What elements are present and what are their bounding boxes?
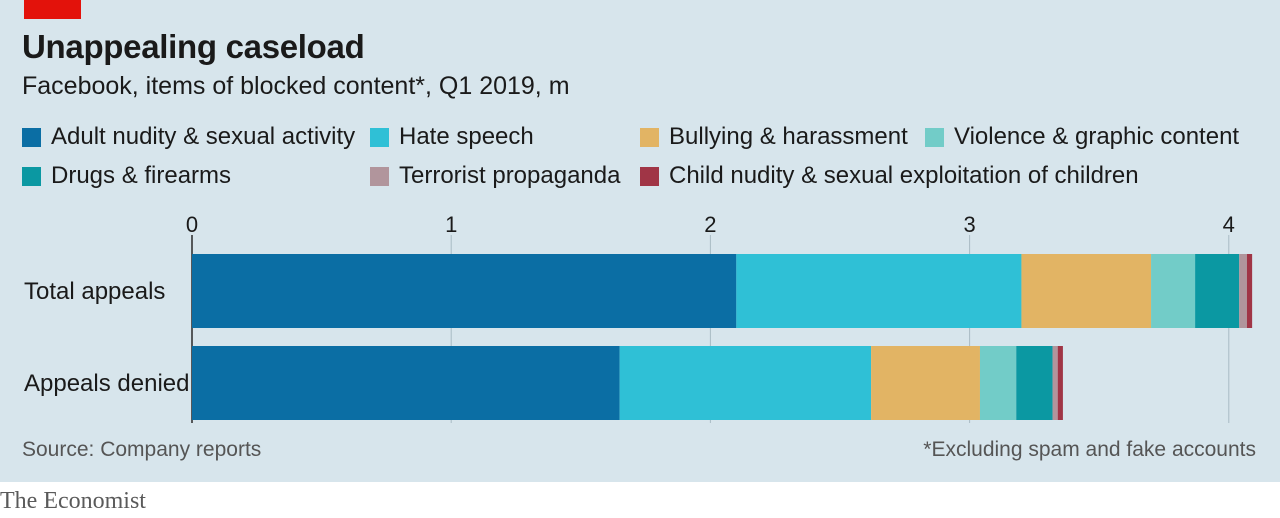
legend-label: Violence & graphic content [954, 123, 1240, 150]
bar-segment [1016, 346, 1053, 420]
legend-label: Drugs & firearms [51, 162, 232, 189]
bar-segment [1021, 254, 1152, 328]
footnote: *Excluding spam and fake accounts [923, 438, 1256, 461]
publisher-logo: The Economist [0, 488, 146, 514]
bar-segment [1239, 254, 1247, 328]
legend-label: Terrorist propaganda [399, 162, 621, 189]
category-label: Appeals denied [24, 370, 189, 397]
legend-swatch [22, 127, 41, 147]
legend-label: Child nudity & sexual exploitation of ch… [669, 162, 1139, 189]
source-note: Source: Company reports [22, 438, 262, 461]
category-label: Total appeals [24, 278, 165, 305]
bar-segment [192, 254, 737, 328]
legend-label: Adult nudity & sexual activity [51, 123, 356, 150]
legend-swatch [370, 127, 389, 147]
legend-item-adult-nudity: Adult nudity & sexual activity [22, 123, 355, 151]
x-tick-label: 3 [963, 212, 975, 237]
legend-label: Bullying & harassment [669, 123, 908, 150]
bar-segment [979, 346, 1017, 420]
stacked-bar-chart: 0 1 2 3 4 Total appeals Appeals denied [24, 212, 1253, 423]
brand-accent-bar [24, 0, 81, 19]
bar-segment [1246, 254, 1253, 328]
bar-segment [736, 254, 1022, 328]
legend-item-child-nudity: Child nudity & sexual exploitation of ch… [640, 162, 1139, 190]
bar-segment [1057, 346, 1063, 420]
bar-segment [619, 346, 872, 420]
legend-item-bullying: Bullying & harassment [640, 123, 908, 151]
x-tick-label: 4 [1223, 212, 1235, 237]
legend-item-drugs: Drugs & firearms [22, 162, 231, 190]
chart-title: Unappealing caseload [22, 28, 365, 65]
bar-segment [1151, 254, 1196, 328]
bar-segment [871, 346, 980, 420]
legend-swatch [640, 166, 659, 186]
x-tick-label: 1 [445, 212, 457, 237]
bar-segment [1195, 254, 1240, 328]
x-tick-label: 2 [704, 212, 716, 237]
x-tick-label: 0 [186, 212, 198, 237]
legend-item-violence: Violence & graphic content [925, 123, 1239, 151]
legend-swatch [370, 166, 389, 186]
legend-swatch [640, 127, 659, 147]
bar-segment [1052, 346, 1058, 420]
legend-item-hate-speech: Hate speech [370, 123, 534, 151]
bar-segment [192, 346, 620, 420]
legend-swatch [925, 127, 944, 147]
chart-subtitle: Facebook, items of blocked content*, Q1 … [22, 72, 570, 100]
legend-item-terrorist: Terrorist propaganda [370, 162, 620, 190]
legend-label: Hate speech [399, 123, 534, 150]
legend-swatch [22, 166, 41, 186]
